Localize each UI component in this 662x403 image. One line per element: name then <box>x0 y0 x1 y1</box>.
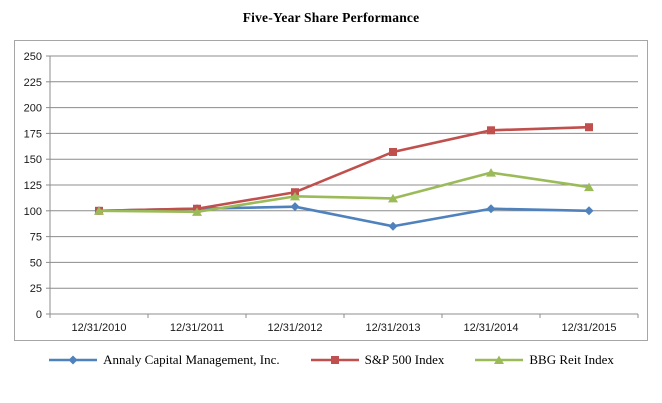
y-axis-label: 50 <box>30 257 42 269</box>
y-axis-label: 25 <box>30 283 42 295</box>
legend-key-triangle <box>475 355 524 364</box>
square-marker <box>389 147 397 156</box>
x-axis-label: 12/31/2011 <box>170 322 224 334</box>
square-marker <box>487 126 495 135</box>
line-chart: 0 25 50 75 100 125 150 175 200 225 250 12/31/2010 12… <box>24 51 639 334</box>
diamond-marker <box>290 202 300 212</box>
x-axis-label: 12/31/2010 <box>71 322 126 334</box>
legend-label: Annaly Capital Management, Inc. <box>103 352 280 367</box>
y-axis-label: 75 <box>30 232 42 244</box>
chart-legend: Annaly Capital Management, Inc. S&P 500 I… <box>14 347 648 373</box>
diamond-marker <box>68 355 78 365</box>
x-axis-label: 12/31/2015 <box>561 322 616 334</box>
legend-item: Annaly Capital Management, Inc. <box>48 352 280 368</box>
y-axis-label: 150 <box>24 154 42 166</box>
series-line-triangle <box>97 171 591 214</box>
x-axis-label: 12/31/2013 <box>365 322 420 334</box>
triangle-marker <box>486 168 496 177</box>
y-axis-label: 0 <box>36 309 42 321</box>
legend-key-square <box>310 356 359 364</box>
x-axis-label: 12/31/2012 <box>267 322 322 334</box>
diamond-marker <box>388 221 398 231</box>
legend-item: S&P 500 Index <box>310 352 445 368</box>
legend-item: BBG Reit Index <box>474 352 614 368</box>
x-axis-label: 12/31/2014 <box>463 322 518 334</box>
triangle-marker <box>192 207 202 216</box>
chart-plot-area: 0 25 50 75 100 125 150 175 200 225 250 12/31/2010 12… <box>14 40 648 341</box>
y-axis-label: 250 <box>24 51 42 63</box>
triangle-marker <box>494 355 505 364</box>
square-marker <box>330 356 339 364</box>
triangle-marker <box>290 191 300 201</box>
triangle-marker <box>584 182 594 192</box>
legend-label: S&P 500 Index <box>364 352 445 367</box>
chart-title: Five-Year Share Performance <box>242 10 420 25</box>
triangle-marker <box>94 206 104 215</box>
y-axis-label: 225 <box>24 77 42 89</box>
square-marker <box>585 123 593 132</box>
y-axis-label: 125 <box>24 180 42 192</box>
series-line-square <box>97 125 591 213</box>
legend-key-diamond <box>49 355 98 365</box>
y-axis-label: 175 <box>24 128 42 140</box>
legend-label: BBG Reit Index <box>529 352 614 367</box>
diamond-marker <box>486 204 496 214</box>
diamond-marker <box>584 206 594 216</box>
triangle-marker <box>388 193 398 203</box>
y-axis-label: 100 <box>24 206 42 218</box>
y-axis-label: 200 <box>24 103 42 115</box>
